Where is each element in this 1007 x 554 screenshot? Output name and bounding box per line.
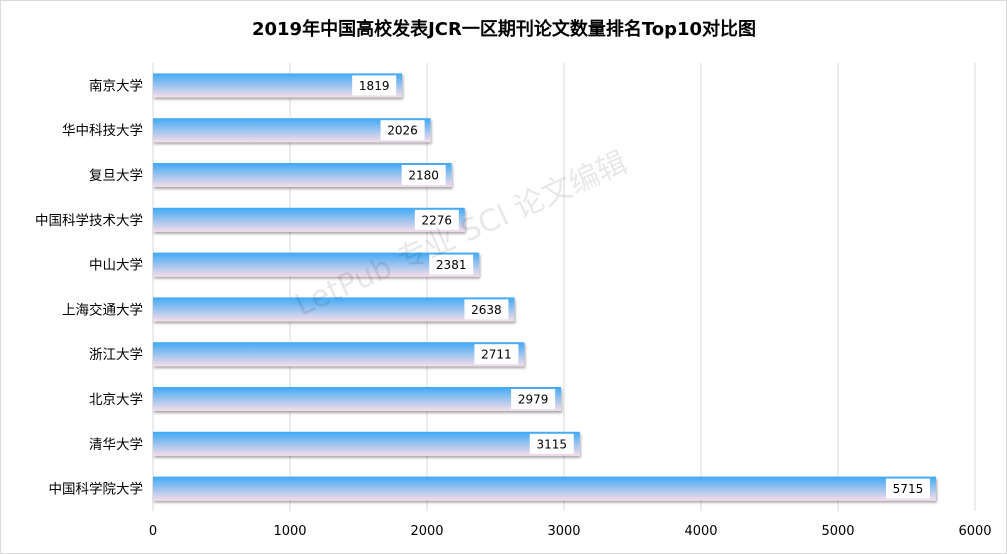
data-label-box bbox=[429, 254, 474, 275]
x-tick-label: 1000 bbox=[273, 524, 306, 539]
bar bbox=[153, 387, 562, 411]
x-tick-label: 3000 bbox=[547, 524, 580, 539]
data-label: 2180 bbox=[408, 169, 439, 183]
chart-title: 2019年中国高校发表JCR一区期刊论文数量排名Top10对比图 bbox=[252, 18, 756, 40]
y-category-label: 北京大学 bbox=[89, 392, 143, 408]
bar bbox=[153, 297, 515, 322]
data-label-box bbox=[380, 120, 425, 141]
data-label: 2711 bbox=[481, 348, 512, 362]
data-label: 2381 bbox=[436, 258, 467, 272]
data-label: 1819 bbox=[359, 79, 390, 93]
bar bbox=[153, 207, 465, 232]
data-label: 2638 bbox=[471, 303, 502, 317]
data-label-box bbox=[414, 209, 459, 230]
y-category-label: 浙江大学 bbox=[89, 347, 143, 363]
data-label: 2026 bbox=[387, 124, 418, 138]
y-category-label: 中国科学技术大学 bbox=[35, 213, 143, 229]
y-category-label: 中山大学 bbox=[89, 258, 143, 274]
data-label-box bbox=[529, 433, 574, 454]
data-label-box bbox=[464, 299, 509, 320]
data-label: 2276 bbox=[422, 213, 453, 227]
y-category-label: 南京大学 bbox=[89, 78, 143, 94]
x-tick-label: 5000 bbox=[821, 524, 854, 539]
data-label-box bbox=[401, 165, 446, 185]
data-label-box bbox=[352, 75, 397, 96]
y-category-label: 上海交通大学 bbox=[62, 301, 143, 318]
y-category-label: 中国科学院大学 bbox=[49, 482, 144, 498]
bar bbox=[153, 431, 580, 456]
x-tick-label: 2000 bbox=[410, 524, 443, 539]
bar bbox=[153, 252, 480, 277]
data-label-box bbox=[885, 478, 930, 499]
data-label: 5715 bbox=[893, 482, 924, 496]
x-tick-label: 0 bbox=[149, 524, 157, 539]
y-category-label: 华中科技大学 bbox=[62, 123, 143, 139]
data-label: 2979 bbox=[518, 393, 549, 407]
bar bbox=[153, 342, 525, 367]
y-category-label: 清华大学 bbox=[89, 437, 143, 453]
x-tick-label: 4000 bbox=[684, 524, 717, 539]
y-category-label: 复旦大学 bbox=[89, 167, 143, 184]
data-label-box bbox=[511, 389, 556, 409]
bar bbox=[153, 476, 936, 501]
data-label: 3115 bbox=[536, 437, 567, 451]
x-tick-label: 6000 bbox=[958, 524, 991, 539]
data-label-box bbox=[474, 344, 519, 365]
